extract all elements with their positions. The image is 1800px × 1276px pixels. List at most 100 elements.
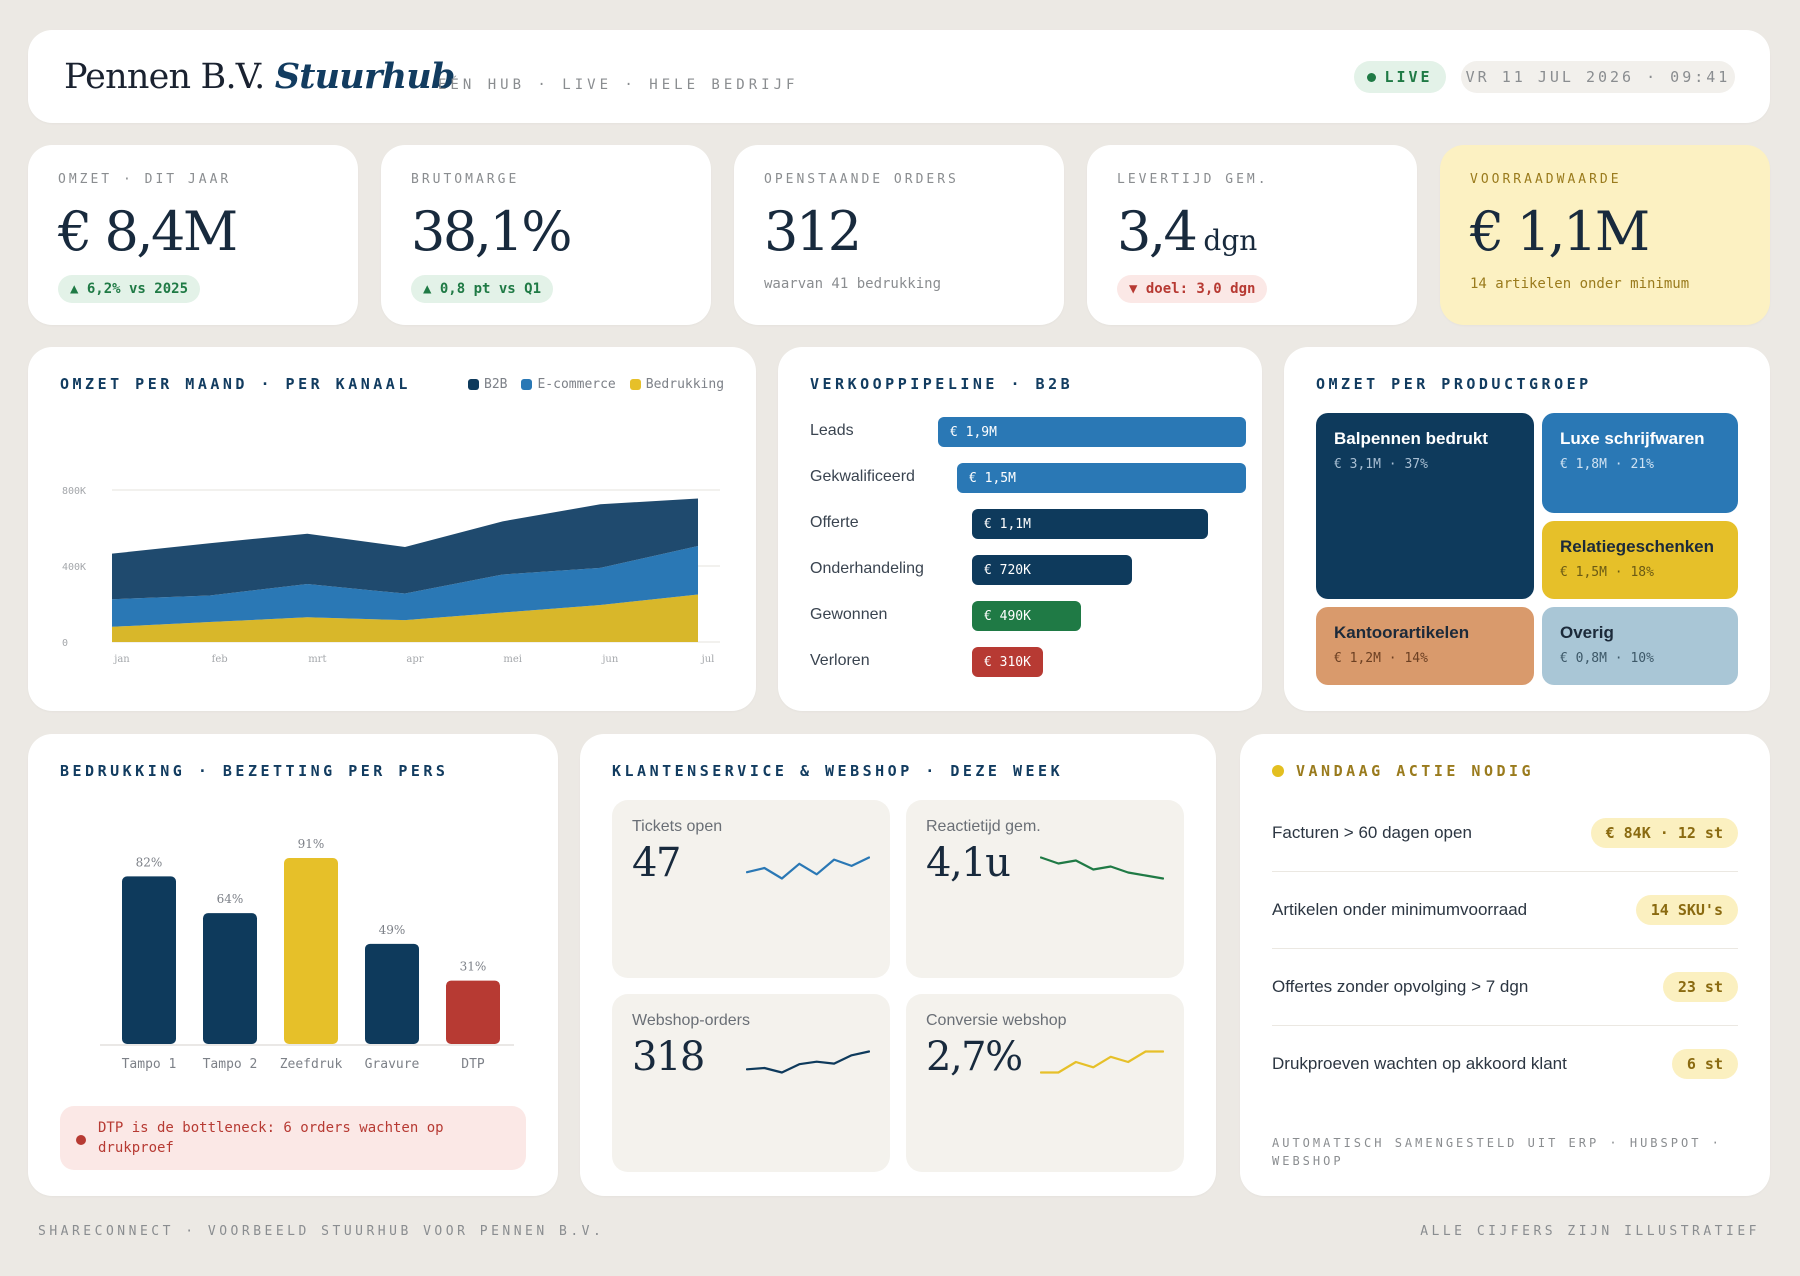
actions-title: VANDAAG ACTIE NODIG — [1272, 762, 1534, 780]
pipeline-stage-label: Leads — [810, 422, 854, 439]
metric-conversie[interactable]: Conversie webshop 2,7% — [906, 994, 1184, 1172]
revenue-per-month-chart: 0 400K 800K jan feb mrt apr mei jun jul OMZET PER… — [28, 347, 756, 711]
action-item[interactable]: Drukproeven wachten op akkoord klant 6 s… — [1272, 1026, 1738, 1103]
sparkline — [1040, 856, 1164, 880]
sparkline — [746, 1050, 870, 1074]
kpi-value: 38,1% — [411, 200, 573, 263]
area-series — [112, 594, 698, 642]
action-item[interactable]: Artikelen onder minimumvoorraad 14 SKU's — [1272, 872, 1738, 949]
tile-balpennen[interactable]: Balpennen bedrukt € 3,1M · 37% — [1316, 413, 1534, 599]
tile-kantoorartikelen[interactable]: Kantoorartikelen € 1,2M · 14% — [1316, 607, 1534, 685]
bar-chart-svg: 82% Tampo 1 64% Tampo 2 91% Zeefdruk 49% Gravur… — [100, 837, 514, 1072]
kpi-note: waarvan 41 bedrukking — [764, 276, 942, 292]
pipeline-stage[interactable]: Gekwalificeerd € 1,5M — [810, 463, 1250, 493]
pipeline-stage-label: Gewonnen — [810, 606, 888, 623]
bar — [446, 980, 500, 1044]
tile-relatiegeschenken[interactable]: Relatiegeschenken € 1,5M · 18% — [1542, 521, 1738, 599]
kpi-note: 14 artikelen onder minimum — [1470, 276, 1690, 292]
metric-tickets-open[interactable]: Tickets open 47 — [612, 800, 890, 978]
action-count-badge: 14 SKU's — [1635, 895, 1738, 925]
actions-source-note: AUTOMATISCH SAMENGESTELD UIT ERP · HUBSP… — [1272, 1136, 1722, 1168]
pipeline-stage[interactable]: Onderhandeling € 720K — [810, 555, 1250, 585]
bar — [365, 943, 419, 1044]
bar-category-label: Zeefdruk — [280, 1057, 343, 1072]
pipeline-stage[interactable]: Gewonnen € 490K — [810, 601, 1250, 631]
action-count-badge: 23 st — [1662, 972, 1738, 1002]
footer-credit: SHARECONNECT · VOORBEELD STUURHUB VOOR P… — [38, 1224, 605, 1239]
pipeline-stage[interactable]: Offerte € 1,1M — [810, 509, 1250, 539]
treemap-title: OMZET PER PRODUCTGROEP — [1316, 375, 1592, 393]
action-list-card: VANDAAG ACTIE NODIG Facturen > 60 dagen … — [1240, 734, 1770, 1196]
sparkline-orders — [746, 1050, 870, 1074]
pipeline-stage-bar: € 720K — [972, 555, 1132, 585]
bar-value-label: 82% — [136, 855, 163, 869]
bar-category-label: DTP — [461, 1057, 485, 1072]
legend-item-ecommerce: E-commerce — [521, 377, 616, 392]
sparkline-reactietijd — [1040, 856, 1164, 880]
x-tick-label: jan — [113, 654, 130, 665]
sales-pipeline-card: VERKOOPPIPELINE · B2B Leads € 1,9M Gekwali… — [778, 347, 1262, 711]
kpi-label: LEVERTIJD GEM. — [1117, 172, 1269, 187]
sparkline — [1040, 1050, 1164, 1074]
kpi-label: OMZET · DIT JAAR — [58, 172, 232, 187]
metric-reactietijd[interactable]: Reactietijd gem. 4,1u — [906, 800, 1184, 978]
pipeline-stage-bar: € 1,5M — [957, 463, 1246, 493]
kpi-target-badge: ▼ doel: 3,0 dgn — [1117, 275, 1268, 303]
pipeline-stage[interactable]: Verloren € 310K — [810, 647, 1250, 677]
y-tick-label: 800K — [62, 486, 86, 497]
pipeline-stage-bar: € 310K — [972, 647, 1043, 677]
pipeline-stage-bar: € 490K — [972, 601, 1081, 631]
metric-webshop-orders[interactable]: Webshop-orders 318 — [612, 994, 890, 1172]
bar — [203, 913, 257, 1044]
kpi-brutomarge: BRUTOMARGE 38,1% ▲ 0,8 pt vs Q1 — [381, 145, 711, 325]
pipeline-stage-label: Offerte — [810, 514, 859, 531]
bar-category-label: Tampo 2 — [203, 1057, 258, 1072]
pipeline-title: VERKOOPPIPELINE · B2B — [810, 375, 1074, 393]
pipeline-stage[interactable]: Leads € 1,9M — [810, 417, 1250, 447]
x-tick-label: jun — [601, 654, 619, 665]
action-item[interactable]: Offertes zonder opvolging > 7 dgn 23 st — [1272, 949, 1738, 1026]
kpi-voorraad: VOORRAADWAARDE € 1,1M 14 artikelen onder… — [1440, 145, 1770, 325]
x-tick-label: apr — [406, 654, 423, 665]
sparkline-conversie — [1040, 1050, 1164, 1074]
x-tick-label: feb — [212, 654, 228, 665]
bar-value-label: 64% — [217, 892, 244, 906]
tile-overig[interactable]: Overig € 0,8M · 10% — [1542, 607, 1738, 685]
area-series — [112, 498, 698, 600]
area-chart-svg: 0 400K 800K jan feb mrt apr mei jun jul — [62, 486, 720, 665]
bar-value-label: 49% — [379, 923, 406, 937]
brand-tagline: EÉN HUB · LIVE · HELE BEDRIJF — [438, 77, 799, 93]
bar-category-label: Tampo 1 — [122, 1057, 177, 1072]
date-time-badge: VR 11 JUL 2026 · 09:41 — [1461, 61, 1735, 93]
action-item[interactable]: Facturen > 60 dagen open € 84K · 12 st — [1272, 795, 1738, 872]
pipeline-stage-label: Gekwalificeerd — [810, 468, 915, 485]
y-tick-label: 400K — [62, 562, 86, 573]
tile-luxe[interactable]: Luxe schrijfwaren € 1,8M · 21% — [1542, 413, 1738, 513]
service-webshop-card: KLANTENSERVICE & WEBSHOP · DEZE WEEK Tic… — [580, 734, 1216, 1196]
alert-dot-icon — [76, 1135, 86, 1145]
bottleneck-alert: DTP is de bottleneck: 6 orders wachten o… — [60, 1106, 526, 1170]
service-title: KLANTENSERVICE & WEBSHOP · DEZE WEEK — [612, 762, 1064, 780]
x-tick-label: jul — [701, 654, 715, 665]
action-count-badge: € 84K · 12 st — [1590, 818, 1738, 848]
kpi-trend-badge: ▲ 0,8 pt vs Q1 — [411, 275, 554, 303]
area-series — [112, 546, 698, 627]
bar-category-label: Gravure — [365, 1057, 420, 1072]
kpi-value: 312 — [764, 200, 862, 263]
legend-item-bedrukking: Bedrukking — [629, 377, 724, 392]
kpi-trend-badge: ▲ 6,2% vs 2025 — [58, 275, 201, 303]
x-tick-label: mei — [503, 654, 522, 665]
sparkline-tickets — [746, 856, 870, 880]
pipeline-stage-bar: € 1,9M — [938, 417, 1246, 447]
pipeline-stage-label: Verloren — [810, 652, 870, 669]
bar-value-label: 91% — [298, 837, 325, 851]
live-dot-icon — [1367, 72, 1377, 82]
footer-disclaimer: ALLE CIJFERS ZIJN ILLUSTRATIEF — [1420, 1224, 1760, 1239]
action-count-badge: 6 st — [1671, 1049, 1738, 1079]
kpi-label: VOORRAADWAARDE — [1470, 172, 1622, 187]
x-tick-label: mrt — [308, 654, 326, 665]
y-tick-label: 0 — [62, 638, 68, 649]
attention-dot-icon — [1272, 765, 1284, 777]
legend-item-b2b: B2B — [468, 377, 507, 392]
kpi-value: € 8,4M — [58, 200, 238, 263]
